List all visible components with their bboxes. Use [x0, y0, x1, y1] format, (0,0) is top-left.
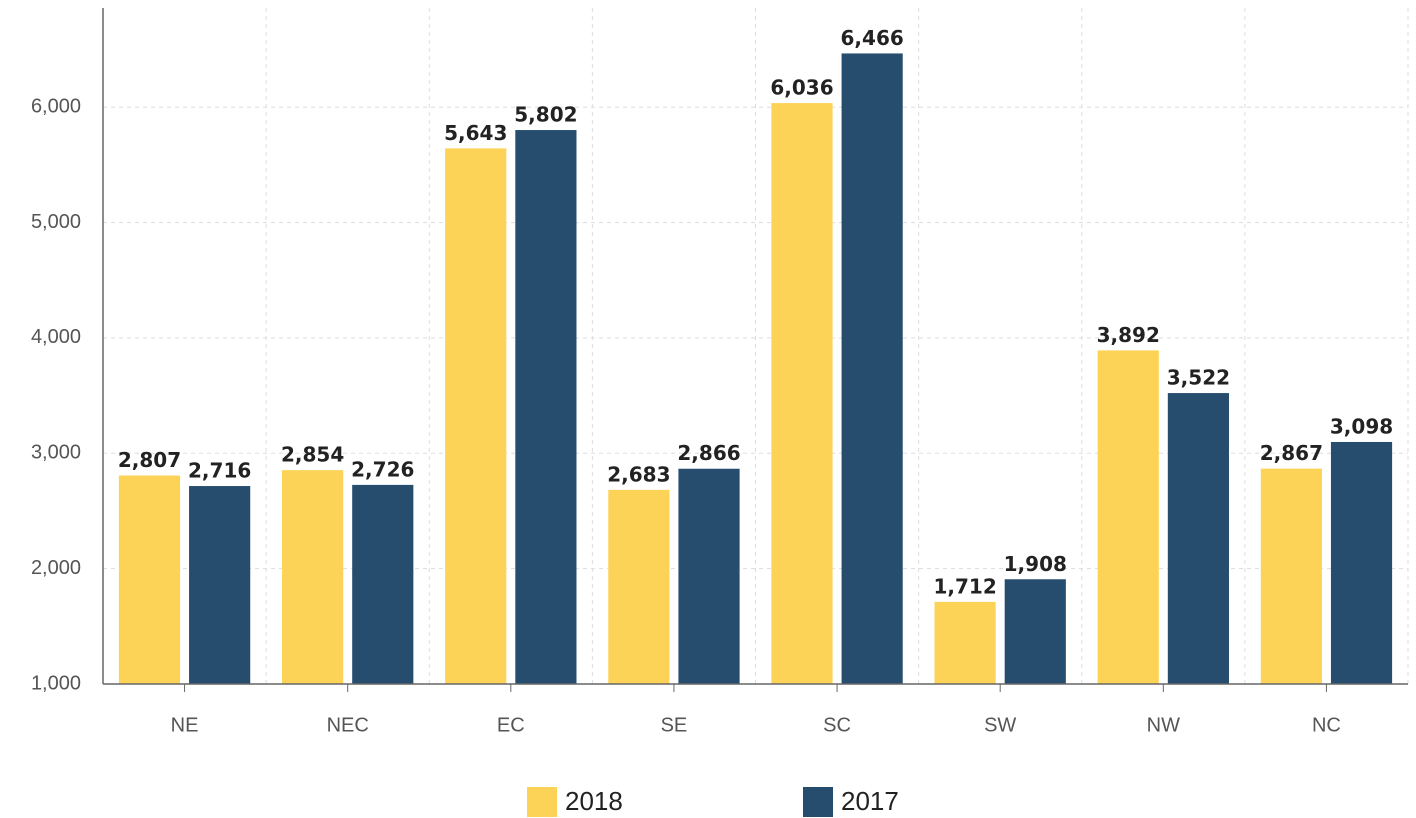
bar: [1260, 468, 1322, 684]
bar: [1097, 350, 1159, 684]
bar: [1004, 579, 1066, 684]
bar: [445, 148, 507, 685]
value-label: 1,908: [1004, 552, 1067, 576]
x-tick-label: SC: [823, 714, 851, 736]
value-label: 3,522: [1167, 366, 1230, 390]
bar: [771, 103, 833, 684]
y-tick-label: 1,000: [31, 672, 81, 694]
x-tick-label: NEC: [327, 714, 369, 736]
y-tick-label: 6,000: [31, 95, 81, 117]
value-label: 3,098: [1330, 414, 1393, 438]
value-label: 2,854: [281, 443, 344, 467]
value-label: 5,802: [514, 103, 577, 127]
y-tick-label: 3,000: [31, 442, 81, 464]
x-tick-label: NW: [1147, 714, 1180, 736]
bar: [934, 601, 996, 684]
bar: [841, 53, 903, 685]
x-tick-label: SE: [661, 714, 688, 736]
value-label: 5,643: [444, 121, 507, 145]
bar: [1167, 393, 1229, 684]
bar: [515, 130, 577, 685]
bar: [352, 484, 414, 684]
value-label: 2,807: [118, 448, 181, 472]
bar: [678, 468, 740, 684]
value-label: 1,712: [933, 574, 996, 598]
y-tick-label: 4,000: [31, 326, 81, 348]
legend-swatch: [803, 787, 833, 817]
value-label: 6,036: [770, 76, 833, 100]
bar: [189, 486, 251, 684]
value-label: 2,866: [677, 441, 740, 465]
x-tick-label: SW: [984, 714, 1016, 736]
value-label: 2,867: [1260, 441, 1323, 465]
value-label: 2,716: [188, 459, 251, 483]
x-tick-label: NC: [1312, 714, 1341, 736]
value-label: 2,726: [351, 457, 414, 481]
value-label: 6,466: [841, 26, 904, 50]
value-label: 2,683: [607, 462, 670, 486]
legend-label: 2017: [841, 786, 899, 816]
x-tick-label: EC: [497, 714, 525, 736]
x-tick-label: NE: [171, 714, 199, 736]
value-label: 3,892: [1097, 323, 1160, 347]
y-tick-label: 2,000: [31, 557, 81, 579]
legend-label: 2018: [565, 786, 623, 816]
legend-swatch: [527, 787, 557, 817]
bar: [1330, 441, 1393, 684]
y-tick-label: 5,000: [31, 211, 81, 233]
bar: [282, 470, 344, 684]
bar: [118, 475, 181, 684]
bar: [608, 489, 670, 684]
